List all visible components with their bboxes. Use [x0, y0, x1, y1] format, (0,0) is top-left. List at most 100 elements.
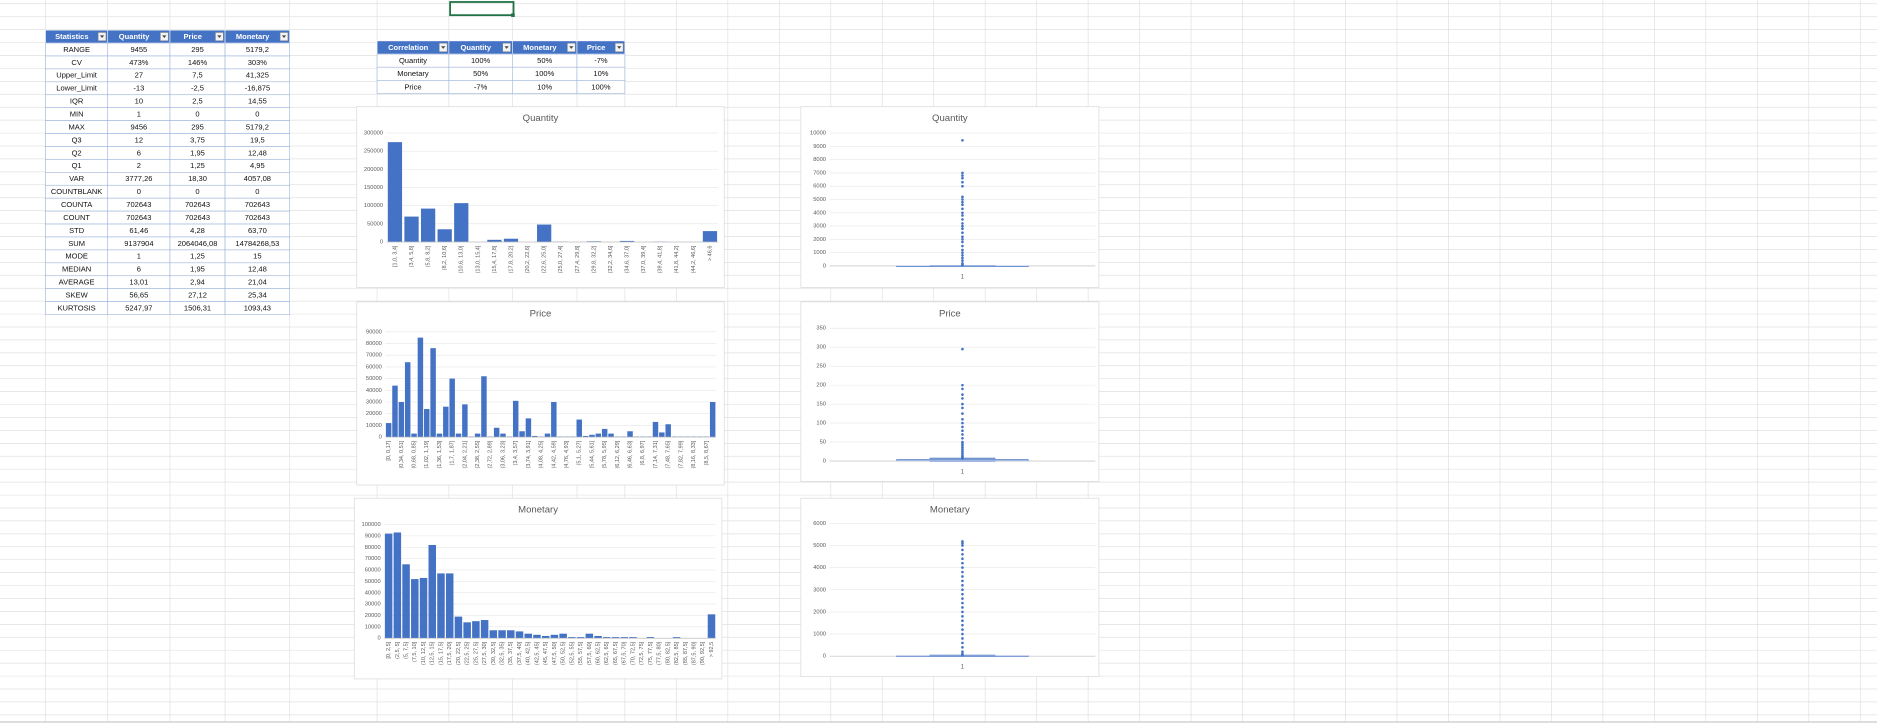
x-tick-label: 1	[961, 469, 965, 475]
outlier	[961, 579, 964, 583]
x-tick-label: (65, 67,5]	[613, 641, 619, 665]
header-label: Monetary	[236, 32, 270, 41]
outlier	[961, 561, 964, 565]
cell-text: 2064046,08	[178, 239, 218, 248]
cell-text: 0	[255, 109, 259, 118]
outlier	[961, 615, 964, 618]
outlier	[961, 592, 964, 596]
outlier	[961, 650, 964, 654]
bar	[519, 431, 525, 438]
outlier	[961, 452, 964, 455]
bar	[582, 435, 589, 438]
outlier	[961, 174, 964, 177]
cell-text: 100%	[591, 82, 611, 91]
outlier	[961, 195, 964, 199]
chart-frame[interactable]	[800, 106, 1100, 288]
bar	[512, 400, 519, 438]
y-tick-label: 10000	[366, 423, 382, 429]
cell-text: Q2	[72, 148, 82, 157]
fill-handle[interactable]	[511, 13, 515, 17]
cell-text: 50%	[473, 69, 488, 78]
y-tick-label: 50000	[366, 376, 382, 382]
cell-text: 3777,26	[125, 174, 152, 183]
chart-title: Quantity	[523, 113, 559, 124]
x-tick-label: (3,74, 3,91]	[526, 440, 532, 468]
y-tick-label: 70000	[365, 556, 381, 562]
cell-text: 2,5	[192, 97, 202, 106]
outlier	[961, 171, 964, 175]
cell-text: COUNT	[63, 213, 90, 222]
x-tick-label: (62,5, 65]	[604, 641, 610, 665]
x-tick-label: (44,2, 46,6]	[691, 245, 697, 273]
bar	[430, 348, 436, 438]
outlier	[961, 207, 964, 211]
cell-text: 146%	[188, 58, 208, 67]
x-tick-label: (90, 92,5]	[700, 641, 706, 665]
outlier	[961, 646, 964, 649]
cell-text: 303%	[248, 58, 268, 67]
outlier	[961, 417, 964, 421]
cell-text: 7,5	[192, 71, 202, 80]
cell-text: -16,875	[245, 84, 271, 93]
bar	[437, 573, 445, 639]
x-tick-label: (10, 12,5]	[421, 641, 427, 665]
chart-frame[interactable]	[800, 497, 1100, 677]
header-label: Monetary	[523, 43, 557, 52]
filter-arrow	[281, 35, 287, 39]
x-tick-label: (20, 22,5]	[456, 641, 462, 665]
cell-text: 702643	[245, 213, 270, 222]
outlier	[961, 244, 964, 248]
chart-frame[interactable]	[800, 301, 1100, 482]
cell-text: 100%	[535, 69, 555, 78]
y-tick-label: 0	[377, 636, 380, 642]
cell-text: 27	[135, 71, 143, 80]
bar	[620, 637, 628, 639]
cell-text: MEDIAN	[62, 265, 91, 274]
bar	[437, 229, 452, 242]
bar	[480, 620, 489, 639]
cell-text: Q1	[72, 161, 82, 170]
cell-text: 1506,31	[184, 303, 211, 312]
x-tick-label: (80, 82,5]	[665, 641, 671, 665]
chart-frame[interactable]	[356, 106, 725, 288]
x-tick-label: (7,5, 10]	[412, 641, 418, 662]
header-label: Quantity	[461, 43, 492, 52]
outlier	[961, 397, 964, 400]
outlier	[961, 184, 964, 188]
y-tick-label: 250000	[364, 149, 383, 155]
y-tick-label: 8000	[813, 157, 826, 163]
bar	[515, 631, 524, 639]
y-tick-label: 20000	[365, 613, 381, 619]
bar	[489, 630, 498, 639]
filter-arrow	[99, 35, 105, 39]
y-tick-label: 300000	[364, 131, 383, 137]
outlier	[961, 180, 964, 184]
outlier	[961, 557, 964, 561]
bar	[428, 544, 437, 639]
cell-text: 1,95	[190, 148, 205, 157]
x-tick-label: (22,6, 25,0]	[542, 245, 548, 273]
cell-text: Monetary	[397, 69, 429, 78]
cell-text: 9456	[130, 122, 147, 131]
outlier	[961, 256, 964, 260]
outlier	[961, 259, 964, 262]
cell-text: 13,01	[129, 278, 148, 287]
x-tick-label: (1,7, 1,87]	[450, 440, 456, 465]
cell-text: -13	[133, 84, 144, 93]
chart-title: Monetary	[518, 505, 558, 516]
outlier	[961, 583, 964, 587]
selected-cell[interactable]	[449, 1, 515, 17]
x-tick-label: (77,5, 80]	[657, 641, 663, 665]
cell-text: 0	[195, 187, 199, 196]
cell-text: 1,95	[190, 265, 205, 274]
x-tick-label: (7,48, 7,65]	[666, 440, 672, 468]
cell-text: -7%	[474, 82, 488, 91]
cell-text: SUM	[68, 239, 85, 248]
cell-text: 41,325	[246, 71, 269, 80]
cell-text: Lower_Limit	[56, 84, 98, 93]
outlier	[961, 251, 964, 254]
cell-text: 10%	[593, 69, 608, 78]
cell-text: -7%	[594, 56, 608, 65]
x-tick-label: (82,5, 85]	[674, 641, 680, 665]
filter-arrow	[569, 46, 574, 49]
